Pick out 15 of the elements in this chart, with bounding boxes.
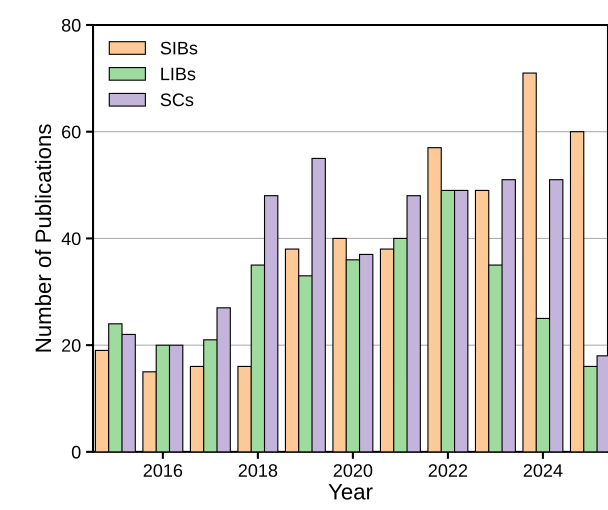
y-tick-label: 0 bbox=[72, 446, 81, 459]
x-tick-label: 2020 bbox=[334, 464, 372, 477]
y-axis-title: Number of Publications bbox=[34, 124, 52, 352]
legend-label: SCs bbox=[160, 93, 194, 106]
legend-label: SIBs bbox=[160, 42, 198, 54]
y-tick-label: 80 bbox=[62, 18, 81, 32]
x-tick-label: 2022 bbox=[428, 464, 468, 477]
x-tick-label: 2018 bbox=[238, 464, 278, 477]
x-tick-label: 2024 bbox=[524, 464, 562, 477]
y-tick-label: 60 bbox=[62, 126, 81, 138]
y-tick-label: 20 bbox=[62, 339, 81, 352]
x-axis-title: Year bbox=[328, 484, 373, 500]
legend-label: LIBs bbox=[161, 68, 196, 80]
y-tick-label: 40 bbox=[62, 232, 81, 246]
x-tick-label: 2016 bbox=[144, 464, 182, 477]
